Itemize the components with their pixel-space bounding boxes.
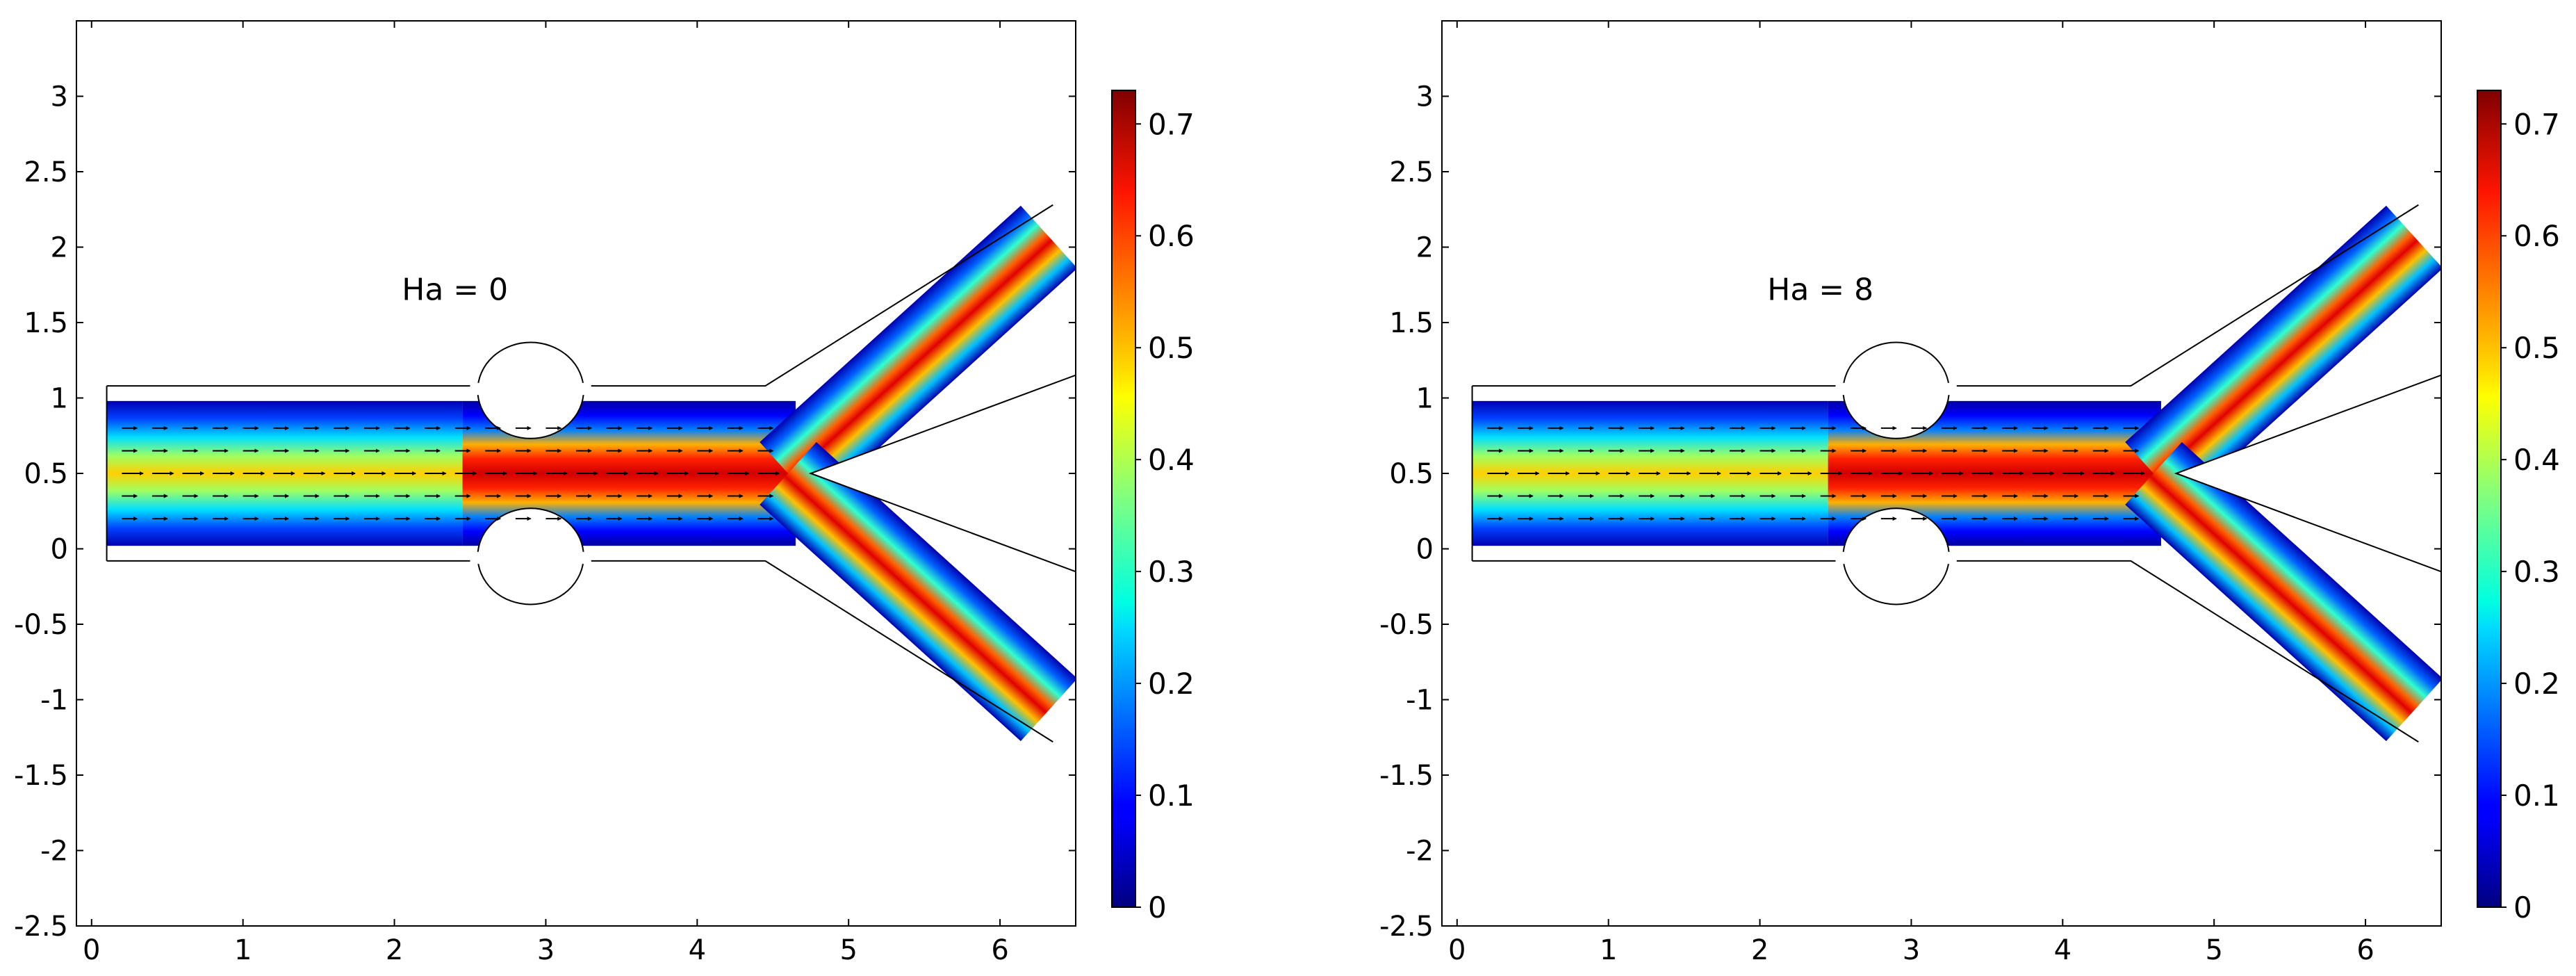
y-tick-label: 2.5 [24,156,68,188]
plot-panel-ha-8: 0 1 2 3 4 5 6 -2.5 -2 -1.5 -1 -0.5 0 0.5 1 1.5 2 2.5 3 Ha =… [1379,20,2560,966]
channel-wall [1471,204,2419,743]
colorbar-tick-label: 0.1 [1148,779,1195,813]
x-tick-label: 1 [1600,934,1617,966]
y-tick-label: 0.5 [24,458,68,490]
colorbar-tick-label: 0.7 [1148,107,1195,141]
colorbar-tick-label: 0.1 [2513,779,2560,813]
colorbar-tick-label: 0.5 [1148,331,1195,365]
lower-branch-region [2125,441,2441,742]
y-tick-label: 2.5 [1389,156,1434,188]
y-tick-label: 3 [51,81,68,113]
x-tick-label: 2 [1751,934,1769,966]
hartmann-annotation: Ha = 0 [402,272,508,307]
x-tick-label: 0 [1448,934,1466,966]
x-tick-label: 5 [2205,934,2222,966]
x-tick-label: 6 [991,934,1008,966]
y-tick-label: 1.5 [1389,307,1434,339]
y-tick-label: -1 [1406,685,1434,717]
y-tick-label: 1 [51,383,68,415]
x-tick-label: 0 [83,934,100,966]
colorbar-tick-label: 0.5 [2513,331,2560,365]
upper-branch-region [2125,205,2441,505]
y-tick-label: 1.5 [24,307,68,339]
x-tick-label: 1 [234,934,252,966]
y-tick-label: 1 [1416,383,1434,415]
y-tick-label: 3 [1416,81,1434,113]
flow-field [76,204,1076,743]
y-tick-label: 2 [1416,232,1434,264]
plot-panel-ha-0: 0 1 2 3 4 5 6 -2.5 -2 -1.5 -1 -0.5 0 0.5 1 1.5 2 2.5 3 Ha =… [14,20,1195,966]
velocity-arrows [1487,425,2145,521]
colorbar-tick-label: 0.3 [1148,555,1195,589]
x-tick-label: 6 [2356,934,2374,966]
x-tick-label: 4 [689,934,706,966]
x-tick-label: 5 [839,934,857,966]
x-tick-label: 4 [2054,934,2072,966]
y-tick-label: 0.5 [1389,458,1434,490]
y-tick-label: -2 [40,836,68,868]
flow-field [1442,204,2441,743]
y-tick-label: -0.5 [1379,609,1434,641]
colorbar-tick-label: 0.2 [1148,667,1195,701]
colorbar-tick-label: 0 [2513,890,2532,925]
colorbar-tick-label: 0.6 [1148,219,1195,253]
colorbar-tick-label: 0.7 [2513,107,2560,141]
y-tick-label: -1.5 [14,760,68,792]
y-tick-label: -2 [1406,836,1434,868]
y-tick-label: -1 [40,685,68,717]
y-tick-label: 0 [51,534,68,566]
colorbar-tick-label: 0 [1148,890,1167,925]
y-tick-label: 0 [1416,534,1434,566]
channel-wall [106,204,1053,743]
bifurcation-wedge [808,374,1076,573]
colorbar-tick-label: 0.3 [2513,555,2560,589]
colorbar-tick-label: 0.2 [2513,667,2560,701]
colorbar-tick-label: 0.4 [2513,443,2560,477]
y-tick-label: -0.5 [14,609,68,641]
y-tick-label: -1.5 [1379,760,1434,792]
bifurcation-wedge [2174,374,2441,573]
upper-branch-region [760,205,1076,505]
colorbar [1111,90,1136,908]
y-tick-label: -2.5 [1379,911,1434,943]
y-tick-label: 2 [51,232,68,264]
velocity-arrows [122,425,780,521]
x-tick-label: 2 [386,934,403,966]
lower-branch-region [760,441,1076,742]
colorbar-tick-label: 0.6 [2513,219,2560,253]
hartmann-annotation: Ha = 8 [1767,272,1873,307]
colorbar [2477,90,2502,908]
x-tick-label: 3 [537,934,555,966]
colorbar-tick-label: 0.4 [1148,443,1195,477]
y-tick-label: -2.5 [14,911,68,943]
x-tick-label: 3 [1903,934,1920,966]
